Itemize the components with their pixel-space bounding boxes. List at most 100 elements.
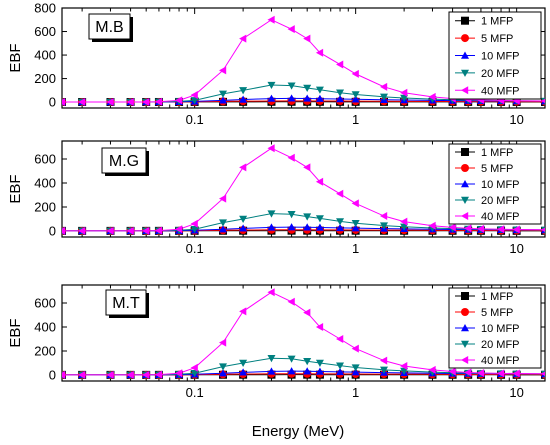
panel-mt: 0 200 400 600 0.1 1 10 EBF M.T 1 MFP 5 MFP 10 MFP 20… (7, 284, 546, 400)
series-40-mfp-point (336, 335, 344, 343)
series-10-mfp-point (336, 367, 345, 376)
series-40-mfp-point (400, 362, 408, 370)
series-40-mfp-point (476, 368, 485, 377)
y-tick-label: 600 (34, 296, 56, 311)
series-20-mfp-point (336, 89, 345, 97)
series-40-mfp-point (126, 226, 134, 235)
series-20-mfp-point (380, 366, 388, 374)
legend-1-mfp-label: 1 MFP (481, 147, 513, 159)
series-40-mfp-point (448, 367, 456, 376)
panel-label-box (88, 13, 131, 40)
y-tick-label: 0 (49, 95, 56, 110)
series-40-mfp-point (126, 98, 134, 106)
series-40-mfp-point (190, 363, 198, 372)
series-40-mfp-point (126, 370, 134, 379)
series-20-mfp-point (351, 220, 360, 228)
series-40-mfp-point (175, 96, 183, 105)
y-tick-label: 0 (49, 224, 56, 239)
legend-1-mfp-marker (461, 16, 469, 25)
x-tick-label: 1 (352, 385, 359, 400)
series-40-mfp-point (287, 153, 295, 162)
series-40-mfp-point (541, 98, 545, 104)
y-axis-title: EBF (7, 43, 24, 72)
series-10-mfp-point (239, 368, 248, 376)
legend-10-mfp-label: 10 MFP (481, 179, 520, 191)
series-40-mfp-point (175, 369, 183, 378)
x-tick-label: 1 (352, 112, 359, 127)
series-40-mfp-point (78, 226, 86, 235)
legend-10-mfp-marker (461, 51, 469, 59)
series-20-mfp-point (400, 223, 409, 231)
panel-label: M.G (109, 153, 139, 170)
panel-label-box (101, 147, 147, 174)
series-20-mfp-point (315, 86, 324, 94)
series-10-mfp-point (267, 367, 276, 375)
panel-label: M.B (95, 19, 123, 36)
series-40-mfp-point (219, 66, 227, 75)
series-40-mfp-point (336, 189, 344, 198)
series-20-mfp-point (287, 355, 296, 363)
plot-frame (61, 7, 546, 109)
legend-1-mfp-label: 1 MFP (481, 16, 513, 28)
legend-10-mfp-marker (461, 324, 469, 332)
series-20-mfp-point (239, 87, 248, 95)
series-10-mfp-point (315, 367, 324, 375)
legend-5-mfp-marker (461, 308, 469, 316)
series-40-mfp-point (142, 370, 150, 379)
series-40-mfp-point (175, 225, 183, 234)
series-40-mfp-point (464, 224, 472, 233)
legend-20-mfp-marker (461, 196, 469, 204)
legend-5-mfp-marker (461, 164, 469, 172)
legend-20-mfp-label: 20 MFP (481, 339, 520, 351)
series-20-mfp-point (315, 215, 324, 223)
series-40-mfp-point (106, 226, 114, 235)
series-20-mfp-point (303, 358, 312, 366)
series-40-mfp-point (380, 82, 388, 91)
series-10-mfp-point (303, 223, 312, 231)
series-40-mfp-point (239, 307, 247, 316)
series-40-mfp-point (267, 288, 275, 297)
plot-area (62, 15, 545, 106)
legend-10-mfp-marker (461, 180, 469, 188)
series-40-mfp-point (428, 92, 436, 101)
series-40-mfp-point (464, 368, 472, 377)
legend-40-mfp-label: 40 MFP (481, 85, 520, 97)
x-tick-label: 1 (352, 241, 359, 256)
series-10-mfp-point (287, 94, 296, 102)
series-40-mfp-point (219, 194, 227, 203)
legend-40-mfp-label: 40 MFP (481, 211, 520, 223)
series-20-mfp-point (267, 210, 276, 218)
y-tick-label: 400 (34, 176, 56, 191)
series-40-mfp-point (380, 356, 388, 365)
series-40-mfp-point (267, 15, 275, 24)
series-20-mfp-point (267, 81, 276, 90)
series-40-mfp-point (351, 69, 359, 78)
x-axis-title: Energy (MeV) (252, 423, 345, 440)
series-10-mfp-point (287, 223, 296, 231)
x-tick-label: 0.1 (186, 241, 204, 256)
legend: 1 MFP 5 MFP 10 MFP 20 MFP 40 MFP (448, 143, 542, 225)
y-axis-title: EBF (7, 174, 24, 203)
legend-20-mfp-marker (461, 340, 469, 348)
series-40-mfp-point (142, 226, 150, 235)
series-40-mfp-point (315, 323, 324, 331)
legend-5-mfp-label: 5 MFP (481, 307, 513, 319)
series-40-mfp-point (428, 221, 436, 230)
x-tick-label: 10 (509, 241, 523, 256)
series-10-mfp-point (351, 224, 360, 232)
series-40-mfp-point (541, 227, 545, 233)
series-10-mfp-point (287, 367, 296, 375)
series-10-mfp-point (351, 368, 360, 376)
legend-10-mfp-label: 10 MFP (481, 51, 520, 63)
legend-10-mfp-label: 10 MFP (481, 323, 520, 335)
series-40-mfp-point (62, 98, 66, 106)
panel-label-box (105, 289, 147, 316)
legend-20-mfp-label: 20 MFP (481, 68, 520, 80)
series-40-mfp-point (142, 97, 150, 106)
series-40-mfp-point (448, 223, 456, 232)
y-tick-label: 0 (49, 368, 56, 383)
series-10-mfp-point (315, 94, 324, 102)
series-40-mfp-point (106, 370, 114, 379)
series-40-mfp-point (380, 212, 388, 220)
series-20-mfp-point (336, 362, 345, 370)
